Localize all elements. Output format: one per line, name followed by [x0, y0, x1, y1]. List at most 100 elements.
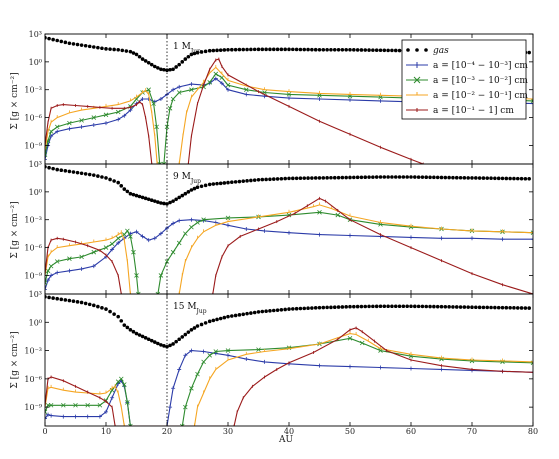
gas-point: [313, 306, 318, 310]
gas-point: [143, 59, 148, 63]
gas-point: [508, 305, 512, 310]
gas-point: [306, 306, 310, 311]
y-tick-label: 10⁻⁶: [24, 114, 42, 123]
gas-point: [439, 304, 444, 309]
gas-point: [386, 175, 390, 179]
gas-point: [96, 304, 100, 309]
series-line-2: [45, 211, 533, 294]
gas-point: [416, 304, 421, 309]
data-marker: [225, 348, 231, 353]
panel-label: 9 MJup: [173, 172, 201, 185]
legend-entry: a = [10⁻² − 10⁻¹] cm: [406, 91, 528, 101]
data-marker: [167, 106, 173, 111]
gas-point: [241, 312, 246, 317]
gas-point: [237, 179, 242, 184]
gas-point: [199, 184, 204, 189]
gas-point: [207, 319, 212, 324]
gas-point: [218, 316, 223, 321]
gas-point: [260, 309, 265, 314]
gas-point: [211, 48, 216, 53]
gas-point: [237, 47, 242, 52]
gas-point: [447, 305, 451, 309]
data-marker: [122, 113, 127, 118]
gas-point: [500, 176, 505, 181]
y-axis-label-3: Σ [g × cm⁻²]: [10, 331, 20, 388]
gas-point: [275, 177, 280, 181]
gas-point: [268, 177, 272, 182]
data-marker: [118, 376, 124, 382]
gas-point: [519, 306, 524, 310]
gas-point: [87, 172, 92, 177]
data-marker: [171, 386, 176, 391]
gas-point: [140, 334, 145, 339]
gas-point: [116, 180, 120, 185]
gas-point: [313, 47, 318, 52]
panel-3: 10³ 10⁰ 10⁻³ 10⁻⁶ 10⁻⁹ 15 MJup: [24, 290, 534, 427]
gas-point: [451, 305, 455, 309]
gas-point: [374, 48, 379, 52]
gas-point: [508, 176, 512, 181]
data-marker: [189, 386, 194, 391]
legend-label: gas: [433, 46, 449, 56]
gas-point: [186, 330, 191, 334]
gas-point: [527, 176, 531, 181]
gas-point: [168, 343, 172, 348]
gas-point: [340, 305, 345, 309]
gas-point: [378, 48, 383, 53]
gas-point: [504, 176, 509, 181]
x-tick-label: 0: [42, 427, 47, 436]
gas-point: [79, 300, 84, 305]
gas-point: [222, 315, 227, 320]
data-marker: [67, 120, 72, 126]
data-marker: [161, 161, 167, 164]
data-marker: [409, 366, 413, 371]
data-marker: [48, 402, 54, 408]
y-axis-label-2: Σ [g × cm⁻²]: [10, 201, 20, 258]
data-marker: [359, 340, 365, 346]
gas-point: [230, 47, 234, 52]
gas-point: [329, 305, 333, 310]
gas-point: [120, 48, 125, 53]
gas-point: [310, 306, 314, 310]
gas-point: [125, 325, 130, 330]
legend-marker: [413, 76, 421, 84]
gas-point: [47, 36, 51, 41]
data-marker: [49, 413, 54, 418]
gas-point: [336, 175, 341, 180]
gas-point: [405, 175, 409, 179]
gas-point: [291, 176, 295, 181]
gas-point: [195, 50, 200, 55]
gas-point: [363, 48, 368, 52]
data-marker: [54, 259, 60, 264]
data-marker: [125, 228, 130, 234]
legend-entry: gas: [406, 46, 449, 56]
gas-point: [332, 305, 337, 310]
data-marker: [131, 249, 136, 255]
gas-point: [287, 47, 291, 52]
gas-point: [424, 175, 429, 180]
data-marker: [213, 349, 219, 354]
gas-point: [393, 48, 398, 53]
data-marker: [125, 400, 130, 405]
data-marker: [171, 87, 176, 92]
gas-point: [348, 47, 352, 52]
gas-point: [367, 175, 371, 179]
gas-point: [171, 67, 175, 72]
legend-marker: [424, 48, 428, 52]
gas-point: [168, 67, 172, 72]
gas-point: [47, 165, 51, 170]
gas-point: [189, 328, 194, 332]
gas-point: [302, 306, 307, 311]
data-marker: [177, 367, 182, 372]
gas-point: [153, 199, 157, 203]
gas-point: [55, 38, 59, 43]
gas-point: [382, 304, 387, 309]
data-marker: [219, 81, 224, 86]
gas-point: [310, 176, 314, 180]
gas-point: [466, 176, 470, 180]
gas-point: [180, 60, 185, 64]
gas-point: [211, 182, 216, 186]
gas-point: [134, 331, 139, 336]
gas-point: [226, 180, 230, 185]
gas-point: [252, 47, 257, 52]
